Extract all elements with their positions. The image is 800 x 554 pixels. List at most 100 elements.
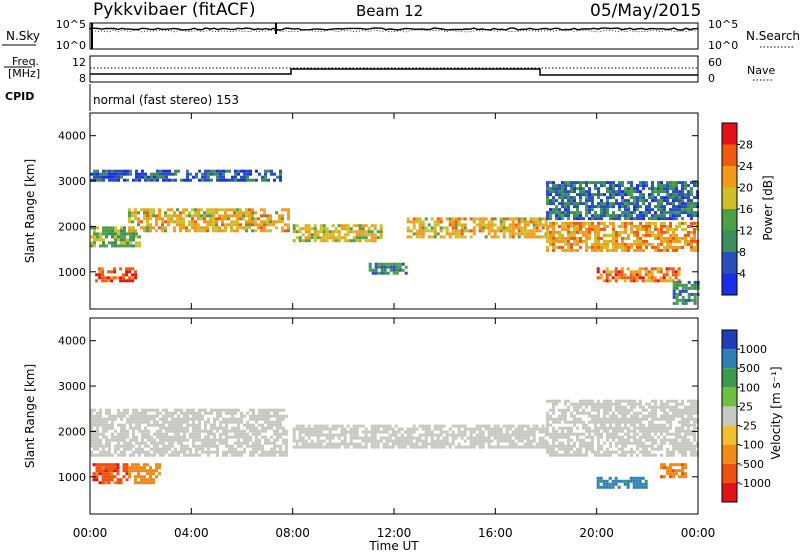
heatmap-cell bbox=[597, 420, 600, 424]
heatmap-cell bbox=[185, 214, 188, 218]
heatmap-cell bbox=[149, 481, 152, 485]
heatmap-cell bbox=[517, 433, 521, 437]
heatmap-cell bbox=[627, 402, 630, 406]
heatmap-cell bbox=[161, 226, 164, 230]
heatmap-cell bbox=[654, 196, 657, 200]
heatmap-cell bbox=[514, 442, 518, 446]
heatmap-cell bbox=[603, 420, 606, 424]
heatmap-cell bbox=[388, 436, 392, 440]
freq-panel bbox=[89, 55, 699, 83]
heatmap-cell bbox=[240, 169, 243, 173]
heatmap-cell bbox=[373, 227, 377, 231]
heatmap-cell bbox=[570, 202, 573, 206]
heatmap-cell bbox=[573, 236, 576, 240]
heatmap-cell bbox=[155, 217, 158, 221]
heatmap-cell bbox=[466, 229, 470, 233]
heatmap-cell bbox=[439, 220, 443, 224]
heatmap-cell bbox=[564, 205, 567, 209]
heatmap-cell bbox=[263, 220, 266, 224]
heatmap-cell bbox=[132, 432, 135, 436]
heatmap-cell bbox=[313, 424, 317, 428]
heatmap-cell bbox=[189, 178, 192, 182]
heatmap-cell bbox=[654, 221, 657, 225]
heatmap-cell bbox=[92, 478, 96, 482]
heatmap-cell bbox=[585, 230, 588, 234]
heatmap-cell bbox=[108, 408, 111, 412]
heatmap-cell bbox=[606, 435, 609, 439]
heatmap-cell bbox=[668, 267, 672, 271]
heatmap-cell bbox=[174, 408, 177, 412]
heatmap-cell bbox=[684, 423, 687, 427]
ytick-label: 2000 bbox=[58, 220, 86, 233]
heatmap-cell bbox=[424, 430, 428, 434]
heatmap-cell bbox=[96, 169, 99, 173]
heatmap-cell bbox=[487, 436, 491, 440]
heatmap-cell bbox=[681, 420, 684, 424]
heatmap-cell bbox=[591, 399, 594, 403]
heatmap-cell bbox=[107, 463, 111, 467]
heatmap-cell bbox=[693, 227, 696, 231]
heatmap-cell bbox=[99, 438, 102, 442]
heatmap-cell bbox=[681, 184, 684, 188]
heatmap-cell bbox=[588, 221, 591, 225]
heatmap-cell bbox=[633, 187, 636, 191]
heatmap-cell bbox=[207, 444, 210, 448]
heatmap-cell bbox=[606, 411, 609, 415]
heatmap-cell bbox=[221, 214, 224, 218]
heatmap-cell bbox=[141, 441, 144, 445]
heatmap-cell bbox=[364, 427, 368, 431]
heatmap-cell bbox=[594, 242, 597, 246]
heatmap-cell bbox=[478, 223, 482, 227]
heatmap-cell bbox=[153, 178, 156, 182]
heatmap-cell bbox=[564, 211, 567, 215]
heatmap-cell bbox=[558, 414, 561, 418]
heatmap-cell bbox=[621, 248, 624, 252]
heatmap-cell bbox=[99, 408, 102, 412]
heatmap-cell bbox=[192, 429, 195, 433]
heatmap-cell bbox=[612, 224, 615, 228]
heatmap-cell bbox=[264, 453, 267, 457]
heatmap-cell bbox=[298, 227, 302, 231]
heatmap-cell bbox=[358, 224, 362, 228]
heatmap-cell bbox=[654, 217, 657, 221]
heatmap-cell bbox=[508, 445, 512, 449]
heatmap-cell bbox=[621, 408, 624, 412]
heatmap-cell bbox=[624, 444, 627, 448]
heatmap-cell bbox=[603, 181, 606, 185]
heatmap-cell bbox=[213, 435, 216, 439]
heatmap-cell bbox=[678, 402, 681, 406]
ytick-label: 4000 bbox=[58, 335, 86, 348]
heatmap-cell bbox=[451, 430, 455, 434]
heatmap-cell bbox=[140, 481, 143, 485]
heatmap-cell bbox=[93, 172, 96, 176]
heatmap-cell bbox=[144, 453, 147, 457]
heatmap-cell bbox=[690, 208, 693, 212]
heatmap-cell bbox=[138, 175, 141, 179]
heatmap-cell bbox=[630, 423, 633, 427]
heatmap-cell bbox=[496, 436, 500, 440]
heatmap-cell bbox=[627, 417, 630, 421]
heatmap-cell bbox=[633, 423, 636, 427]
heatmap-cell bbox=[561, 432, 564, 436]
heatmap-cell bbox=[152, 226, 155, 230]
heatmap-cell bbox=[651, 214, 654, 218]
heatmap-cell bbox=[316, 233, 320, 237]
heatmap-cell bbox=[101, 481, 105, 485]
heatmap-cell bbox=[684, 239, 687, 243]
heatmap-cell bbox=[451, 433, 455, 437]
heatmap-cell bbox=[240, 178, 243, 182]
heatmap-cell bbox=[600, 193, 603, 197]
heatmap-cell bbox=[594, 205, 597, 209]
heatmap-cell bbox=[110, 279, 114, 283]
heatmap-cell bbox=[561, 248, 564, 252]
heatmap-cell bbox=[93, 175, 96, 179]
heatmap-cell bbox=[144, 172, 147, 176]
heatmap-cell bbox=[230, 208, 233, 212]
heatmap-cell bbox=[639, 236, 642, 240]
heatmap-cell bbox=[635, 476, 639, 480]
heatmap-cell bbox=[684, 475, 687, 479]
heatmap-cell bbox=[137, 211, 140, 215]
heatmap-cell bbox=[96, 175, 99, 179]
heatmap-cell bbox=[606, 429, 609, 433]
heatmap-cell bbox=[657, 233, 660, 237]
